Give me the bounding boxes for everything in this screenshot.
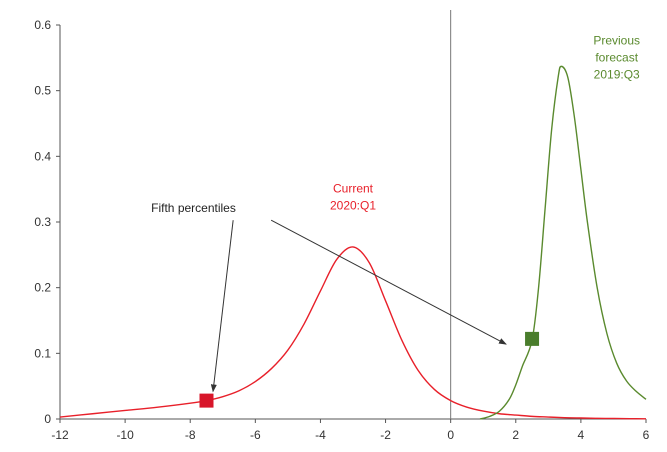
y-tick-label: 0.1 [34, 346, 51, 360]
series-label-previous-forecast: forecast [595, 51, 638, 65]
y-tick-label: 0.6 [34, 18, 51, 32]
y-tick-label: 0.4 [34, 149, 51, 163]
x-tick-label: 0 [447, 428, 454, 442]
series-label-current: 2020:Q1 [330, 198, 376, 212]
x-tick-label: -2 [380, 428, 391, 442]
annotation-fifth-percentiles: Fifth percentiles [151, 201, 236, 215]
series-line-previous-forecast [479, 65, 647, 420]
series-label-previous-forecast: 2019:Q3 [594, 68, 640, 82]
y-tick-label: 0.2 [34, 281, 51, 295]
annotations-layer: Fifth percentiles [151, 201, 507, 393]
series-labels: Current 2020:Q1 Previous forecast 2019:Q3 [330, 34, 640, 213]
x-tick-label: -12 [51, 428, 69, 442]
series-layer [59, 65, 647, 420]
annotation-arrow [210, 220, 234, 393]
x-tick-label: -10 [116, 428, 134, 442]
annotation-arrow [270, 219, 507, 345]
x-tick-label: 4 [578, 428, 585, 442]
fifth-percentile-marker-current [199, 393, 214, 408]
x-tick-label: 6 [643, 428, 650, 442]
y-tick-label: 0 [44, 412, 51, 426]
fifth-percentile-marker-previous-forecast [525, 331, 540, 346]
x-tick-label: -4 [315, 428, 326, 442]
y-tick-label: 0.5 [34, 84, 51, 98]
series-label-current: Current [333, 181, 374, 195]
x-tick-label: 2 [512, 428, 519, 442]
x-tick-label: -6 [250, 428, 261, 442]
y-tick-label: 0.3 [34, 215, 51, 229]
series-label-previous-forecast: Previous [593, 34, 640, 48]
x-tick-label: -8 [185, 428, 196, 442]
axes: 0 0.1 0.2 0.3 0.4 0.5 0.6 -12 -10 -8 -6 -4 -2 0 2 4 6 [34, 10, 650, 442]
series-line-current [59, 246, 647, 420]
